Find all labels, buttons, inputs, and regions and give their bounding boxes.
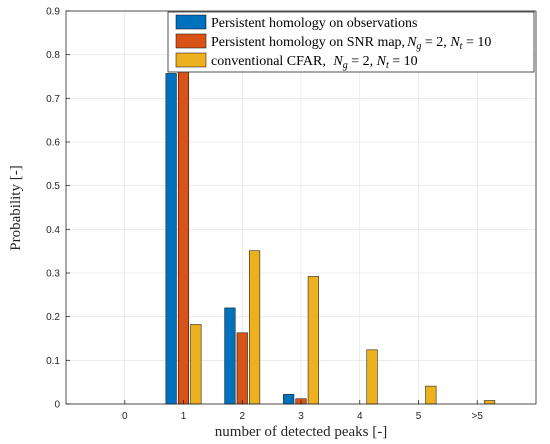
legend-label-observations: Persistent homology on observations <box>211 16 418 31</box>
legend-math-ng-sub: g <box>416 41 421 52</box>
x-tick-label-2: 2 <box>239 411 245 422</box>
y-tick-label-0: 0 <box>54 400 60 411</box>
legend-label-snr-map: Persistent homology on SNR map, <box>211 35 405 50</box>
bar-series2-cat6 <box>484 400 496 405</box>
x-axis: 0 1 2 3 4 5 >5 <box>122 400 483 422</box>
legend-math-nt-sub: t <box>460 41 463 52</box>
y-tick-label-5: 0.5 <box>46 181 60 192</box>
y-tick-label-2: 0.2 <box>46 312 60 323</box>
x-tick-label-5: 5 <box>416 411 422 422</box>
bar-series0-cat3 <box>283 394 295 405</box>
legend-math-nt-cfar-eq: = 10 <box>389 54 418 69</box>
y-tick-label-9: 0.9 <box>46 7 60 18</box>
legend-math-ng-cfar-sub: g <box>343 60 348 71</box>
legend-swatch-cfar <box>175 52 207 68</box>
x-tick-label-1: 1 <box>181 411 187 422</box>
legend-label-cfar: conventional CFAR, <box>211 54 329 69</box>
legend-math-ng: N <box>406 35 417 50</box>
bar-series0-cat1 <box>165 73 177 405</box>
y-tick-label-4: 0.4 <box>46 225 60 236</box>
bar-series1-cat1 <box>177 43 190 405</box>
bar-series2-cat5 <box>425 385 437 405</box>
bar-series2-cat2 <box>249 250 261 405</box>
legend-box <box>167 11 535 73</box>
bar-series2-cat4 <box>366 349 378 405</box>
y-tick-label-7: 0.7 <box>46 94 60 105</box>
bar-series1-cat2 <box>236 332 248 405</box>
y-tick-label-3: 0.3 <box>46 269 60 280</box>
x-tick-label-0: 0 <box>122 411 128 422</box>
legend-math-nt-cfar: N <box>376 54 387 69</box>
x-axis-label: number of detected peaks [-] <box>215 424 387 440</box>
legend-math-ng-cfar: N <box>332 54 343 69</box>
legend-swatch-observations <box>175 14 207 30</box>
bar-series0-cat2 <box>224 307 236 405</box>
legend: Persistent homology on observations Pers… <box>167 11 535 73</box>
legend-math-nt-eq: = 10 <box>462 35 491 50</box>
legend-entry-cfar: conventional CFAR, Ng = 2, Nt = 10 <box>211 54 418 71</box>
y-tick-label-1: 0.1 <box>46 356 60 367</box>
bar-series2-cat1 <box>190 324 202 405</box>
legend-math-ng-eq: = 2, <box>421 35 450 50</box>
y-axis: 0 0.1 0.2 0.3 0.4 0.5 0.6 0.7 0.8 0.9 <box>46 7 70 411</box>
x-tick-label-4: 4 <box>357 411 363 422</box>
legend-math-nt-cfar-sub: t <box>386 60 389 71</box>
legend-math-ng-cfar-eq: = 2, <box>348 54 377 69</box>
legend-swatch-snr-map <box>175 33 207 49</box>
x-tick-label-3: 3 <box>298 411 304 422</box>
y-tick-label-6: 0.6 <box>46 138 60 149</box>
legend-entry-snr-map: Persistent homology on SNR map, Ng = 2, N… <box>211 35 491 52</box>
y-tick-label-8: 0.8 <box>46 50 60 61</box>
x-tick-label-6: >5 <box>472 411 484 422</box>
y-axis-label: Probability [-] <box>8 165 24 250</box>
legend-entry-observations: Persistent homology on observations <box>211 16 418 31</box>
bar-series2-cat3 <box>307 276 319 405</box>
legend-math-nt: N <box>449 35 460 50</box>
